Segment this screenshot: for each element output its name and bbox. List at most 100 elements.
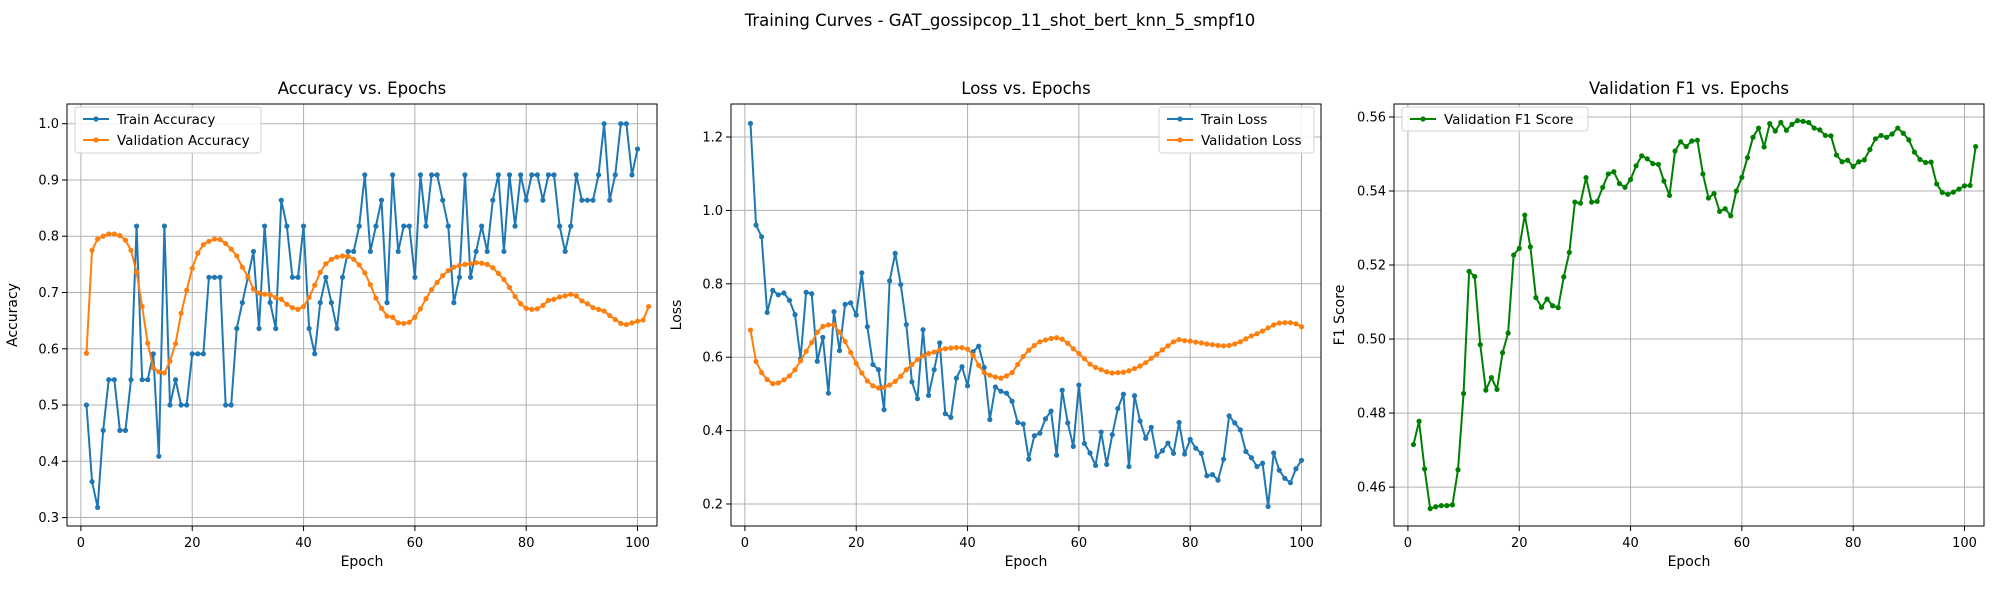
data-point xyxy=(1516,245,1522,251)
data-point xyxy=(1588,199,1595,205)
data-point xyxy=(217,237,223,243)
data-point xyxy=(1845,157,1851,163)
data-point xyxy=(456,262,463,269)
x-tick-label: 60 xyxy=(1734,536,1751,551)
data-point xyxy=(759,234,765,240)
data-point xyxy=(1104,369,1110,375)
y-tick-label: 0.52 xyxy=(1357,259,1386,274)
data-point xyxy=(803,289,809,295)
data-point xyxy=(289,305,296,311)
data-point xyxy=(490,265,496,271)
y-tick-label: 1.0 xyxy=(38,117,59,132)
data-point xyxy=(976,362,982,368)
data-point xyxy=(234,253,240,259)
data-point xyxy=(1505,330,1511,336)
data-point xyxy=(618,320,624,327)
plot-title: Validation F1 vs. Epochs xyxy=(1589,79,1789,98)
data-point xyxy=(378,305,385,311)
data-point xyxy=(189,351,195,357)
data-point xyxy=(1232,341,1238,347)
data-point xyxy=(1259,460,1266,466)
data-point xyxy=(887,382,893,388)
data-point xyxy=(809,339,815,346)
data-point xyxy=(189,265,195,271)
data-point xyxy=(820,323,826,329)
data-point xyxy=(1967,182,1973,189)
data-point xyxy=(987,416,993,423)
data-point xyxy=(1622,184,1628,190)
data-point xyxy=(172,341,179,347)
data-point xyxy=(545,297,552,303)
data-point xyxy=(245,274,251,280)
data-point xyxy=(479,260,485,266)
data-point xyxy=(831,322,837,328)
data-point xyxy=(512,293,518,300)
data-point xyxy=(1700,171,1706,177)
data-point xyxy=(106,377,112,383)
data-point xyxy=(417,172,424,178)
data-point xyxy=(1293,466,1299,472)
data-point xyxy=(178,310,184,316)
legend-label: Train Loss xyxy=(1200,112,1267,128)
data-point xyxy=(1065,340,1071,346)
data-point xyxy=(1644,156,1650,162)
data-point xyxy=(1154,453,1160,459)
data-point xyxy=(998,375,1004,381)
data-point xyxy=(117,233,123,239)
data-point xyxy=(150,365,156,371)
y-tick-label: 0.48 xyxy=(1357,407,1386,422)
data-point xyxy=(228,246,234,252)
y-tick-label: 0.50 xyxy=(1357,333,1386,348)
data-point xyxy=(1276,467,1282,473)
y-tick-label: 0.3 xyxy=(38,511,59,526)
data-point xyxy=(428,287,435,293)
data-point xyxy=(601,121,607,127)
data-point xyxy=(484,261,490,267)
data-point xyxy=(864,378,870,384)
data-point xyxy=(1254,463,1260,470)
data-point xyxy=(467,261,474,267)
data-point xyxy=(1226,342,1232,349)
data-point xyxy=(423,296,429,302)
data-point xyxy=(1282,320,1288,326)
data-point xyxy=(870,361,876,368)
data-point xyxy=(820,334,826,340)
data-point xyxy=(1076,350,1082,357)
x-axis-label: Epoch xyxy=(1668,554,1711,570)
plot-title: Accuracy vs. Epochs xyxy=(278,79,447,98)
x-tick-label: 60 xyxy=(1071,536,1088,551)
legend: Validation F1 Score xyxy=(1401,106,1589,132)
data-point xyxy=(128,377,134,383)
series-validation-f1-score xyxy=(1410,118,1979,512)
data-point xyxy=(1003,373,1010,379)
data-point xyxy=(423,223,429,229)
data-point xyxy=(1878,132,1884,139)
data-point xyxy=(786,297,793,303)
data-point xyxy=(1271,322,1277,328)
data-point xyxy=(83,402,90,408)
legend-box xyxy=(1401,106,1589,132)
data-point xyxy=(278,197,284,203)
data-point xyxy=(1600,184,1606,190)
data-point xyxy=(1276,320,1282,326)
data-point xyxy=(753,222,759,228)
data-point xyxy=(953,375,960,381)
data-point xyxy=(881,407,887,413)
data-point xyxy=(1054,452,1060,458)
data-point xyxy=(167,402,173,408)
data-point xyxy=(1950,189,1956,195)
data-point xyxy=(484,248,490,255)
data-point xyxy=(1037,430,1043,436)
y-tick-label: 0.8 xyxy=(702,277,723,292)
data-point xyxy=(256,325,262,332)
data-point xyxy=(786,373,793,379)
data-point xyxy=(1639,153,1645,159)
data-point xyxy=(981,364,987,371)
data-point xyxy=(473,260,479,266)
data-point xyxy=(211,274,218,280)
data-point xyxy=(95,504,101,511)
data-point xyxy=(1522,212,1528,218)
data-point xyxy=(239,264,245,270)
data-point xyxy=(540,302,546,309)
data-point xyxy=(256,290,262,296)
